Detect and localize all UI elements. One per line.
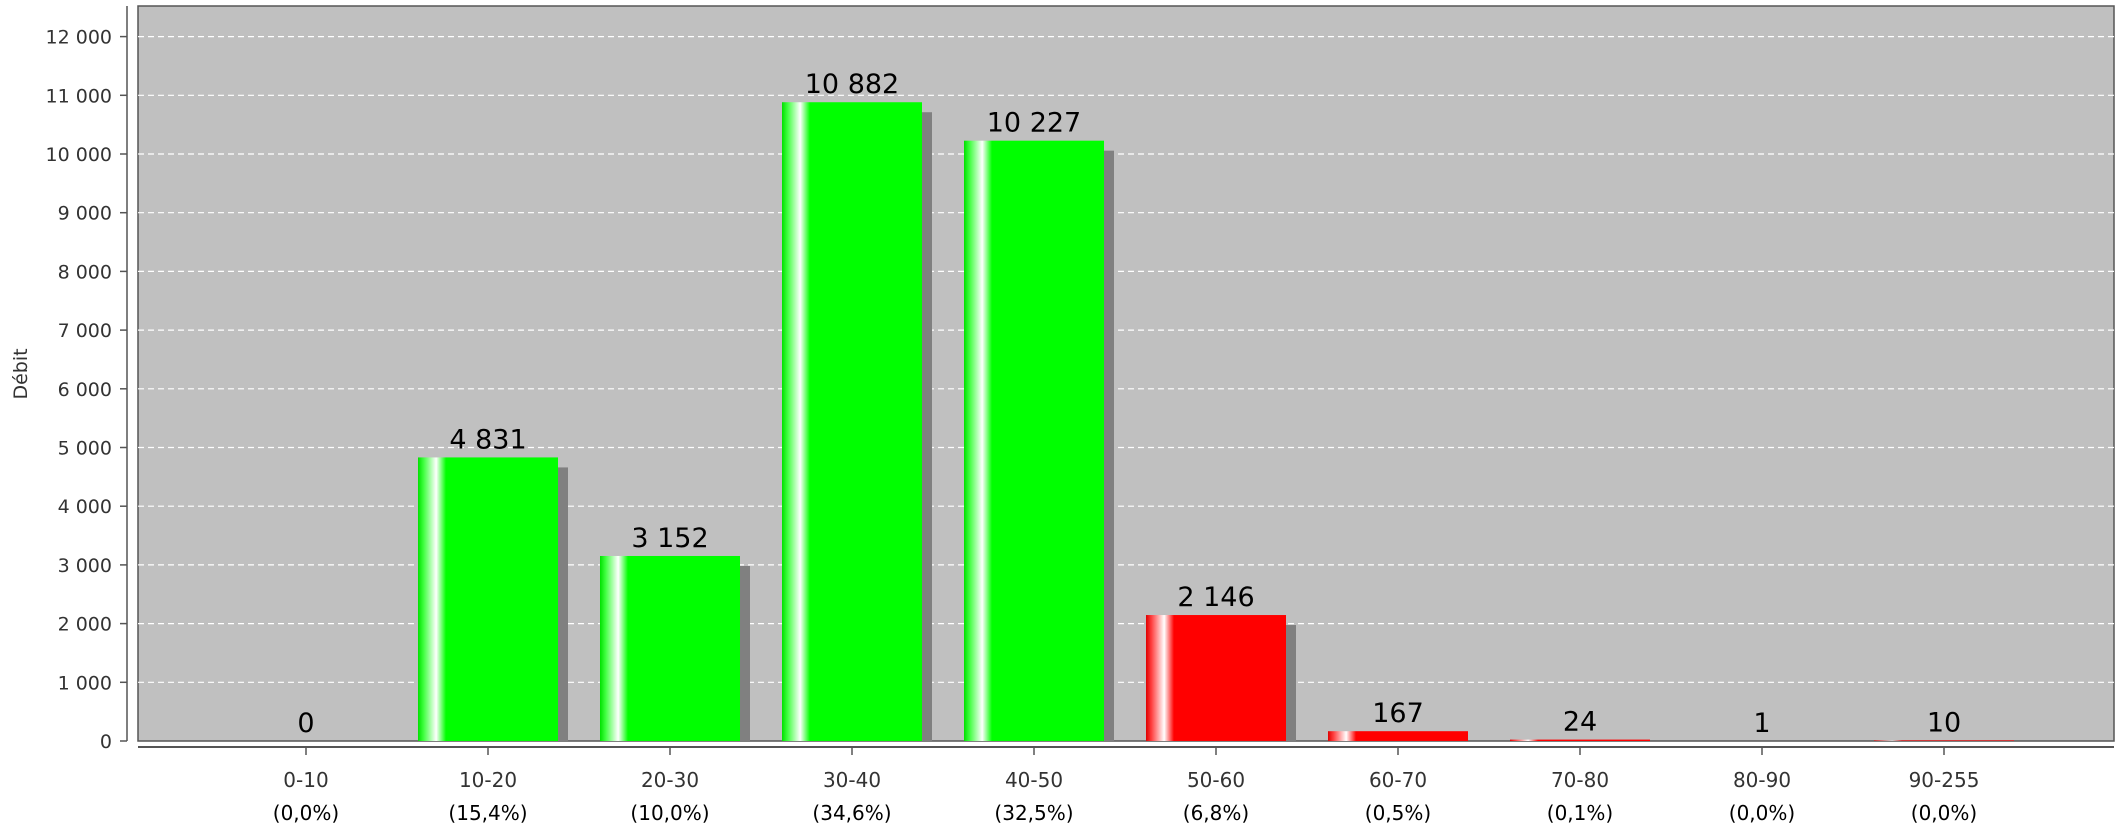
data-label: 3 152 xyxy=(631,523,708,554)
percent-label: (0,0%) xyxy=(1729,801,1795,825)
y-tick-label: 3 000 xyxy=(58,555,112,577)
percent-label: (34,6%) xyxy=(812,801,891,825)
y-ticks: 0 1 000 2 000 3 000 4 000 5 000 6 000 7 000 8 00… xyxy=(46,27,127,753)
y-tick-label: 7 000 xyxy=(58,320,112,342)
x-tick-label: 10-20 xyxy=(459,768,517,792)
y-tick-label: 10 000 xyxy=(46,144,112,166)
data-label: 1 xyxy=(1753,708,1770,739)
percent-label: (15,4%) xyxy=(448,801,527,825)
data-label: 10 xyxy=(1927,707,1961,738)
bar-90-255 xyxy=(1874,740,2014,741)
data-label: 4 831 xyxy=(449,424,526,455)
y-tick-label: 0 xyxy=(100,731,112,753)
bar-30-40 xyxy=(782,102,922,741)
y-tick-label: 12 000 xyxy=(46,27,112,49)
y-tick-label: 2 000 xyxy=(58,614,112,636)
data-label: 10 882 xyxy=(805,69,899,100)
x-ticks: 0-10 (0,0%) 10-20 (15,4%) 20-30 (10,0%) 30-40 (… xyxy=(273,747,1980,825)
y-tick-label: 8 000 xyxy=(58,261,112,283)
data-label: 10 227 xyxy=(987,108,1081,139)
data-label: 167 xyxy=(1372,698,1424,729)
y-tick-label: 5 000 xyxy=(58,438,112,460)
y-tick-label: 9 000 xyxy=(58,203,112,225)
y-tick-label: 4 000 xyxy=(58,496,112,518)
x-tick-label: 60-70 xyxy=(1369,768,1427,792)
x-tick-label: 50-60 xyxy=(1187,768,1245,792)
percent-label: (0,5%) xyxy=(1365,801,1431,825)
data-labels: 0 4 831 3 152 10 882 10 227 2 146 167 24 1 10 xyxy=(297,69,1961,739)
y-axis-title: Débit xyxy=(10,348,32,399)
x-tick-label: 0-10 xyxy=(283,768,328,792)
percent-label: (0,0%) xyxy=(273,801,339,825)
bar-60-70 xyxy=(1328,731,1468,741)
y-tick-label: 6 000 xyxy=(58,379,112,401)
data-label: 2 146 xyxy=(1177,582,1254,613)
percent-label: (0,0%) xyxy=(1911,801,1977,825)
bar-20-30 xyxy=(600,555,740,741)
percent-label: (32,5%) xyxy=(994,801,1073,825)
bars xyxy=(418,102,2014,741)
percent-label: (10,0%) xyxy=(630,801,709,825)
data-label: 0 xyxy=(297,708,314,739)
data-label: 24 xyxy=(1563,707,1597,738)
y-tick-label: 1 000 xyxy=(58,672,112,694)
x-tick-label: 80-90 xyxy=(1733,768,1791,792)
x-tick-label: 70-80 xyxy=(1551,768,1609,792)
x-tick-label: 40-50 xyxy=(1005,768,1063,792)
percent-label: (0,1%) xyxy=(1547,801,1613,825)
bar-50-60 xyxy=(1146,615,1286,741)
bar-40-50 xyxy=(964,140,1104,741)
x-tick-label: 20-30 xyxy=(641,768,699,792)
bar-70-80 xyxy=(1510,739,1650,741)
x-tick-label: 30-40 xyxy=(823,768,881,792)
bar-10-20 xyxy=(418,457,558,741)
percent-label: (6,8%) xyxy=(1183,801,1249,825)
x-tick-label: 90-255 xyxy=(1909,768,1980,792)
y-tick-label: 11 000 xyxy=(46,85,112,107)
